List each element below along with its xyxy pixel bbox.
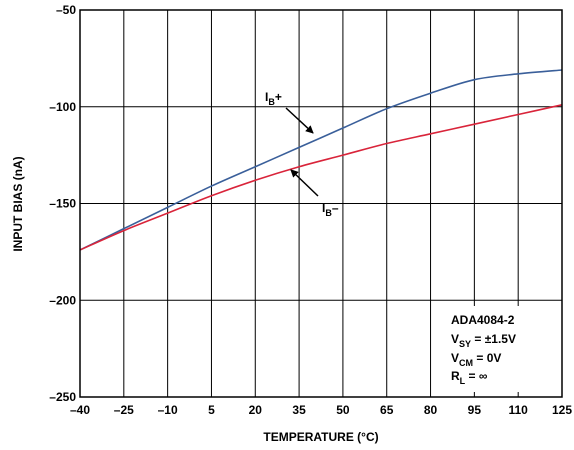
plot-frame: [79, 9, 563, 398]
y-tick-labels: –250 –200 –150 –100 –50: [49, 3, 76, 404]
ib-minus-label-sub: B: [325, 208, 332, 218]
ib-plus-label: IB+: [265, 90, 282, 107]
condition-device-main: ADA4084-2: [451, 313, 515, 327]
y-tick-label: –250: [49, 390, 76, 404]
ib-plus-label-suffix: +: [275, 90, 282, 104]
series-line-ib-plus: [79, 69, 563, 251]
condition-device: ADA4084-2: [451, 313, 515, 327]
condition-rl-sub: L: [460, 376, 466, 386]
series-lines: [79, 69, 563, 251]
condition-vcm-sub: CM: [459, 358, 473, 368]
conditions-text: ADA4084-2 VSY = ±1.5V VCM = 0V RL = ∞: [451, 313, 516, 386]
x-tick-label: 80: [424, 403, 438, 417]
ib-plus-label-sub: B: [268, 97, 275, 107]
y-tick-label: –50: [56, 3, 76, 17]
y-tick-label: –150: [49, 197, 76, 211]
y-axis-label: INPUT BIAS (nA): [11, 156, 25, 251]
ib-plus-label-main: I: [265, 90, 268, 104]
y-tick-label: –200: [49, 293, 76, 307]
condition-vsy-sub: SY: [459, 339, 471, 349]
x-tick-label: 50: [336, 403, 350, 417]
x-tick-label: 95: [468, 403, 482, 417]
ib-minus-label-suffix: –: [332, 201, 339, 215]
ib-minus-arrow: [290, 169, 319, 197]
condition-vcm-main: V: [451, 351, 459, 365]
series-line-ib-minus: [79, 104, 563, 251]
condition-rl-suffix: = ∞: [465, 369, 487, 383]
x-tick-label: 5: [208, 403, 215, 417]
x-tick-label: 35: [292, 403, 306, 417]
condition-vsy-suffix: = ±1.5V: [471, 332, 516, 346]
x-tick-label: 110: [509, 403, 529, 417]
x-axis-label: TEMPERATURE (°C): [263, 430, 378, 444]
condition-vsy: VSY = ±1.5V: [451, 332, 516, 349]
x-tick-label: 125: [552, 403, 572, 417]
condition-rl: RL = ∞: [451, 369, 487, 386]
condition-vsy-main: V: [451, 332, 459, 346]
ib-plus-arrow: [285, 107, 314, 134]
x-tick-labels: –40 –25 –10 5 20 35 50 65 80 95 110 125: [70, 403, 572, 417]
ib-minus-label: IB–: [322, 201, 339, 218]
y-tick-label: –100: [49, 100, 76, 114]
condition-rl-main: R: [451, 369, 460, 383]
x-tick-label: 65: [380, 403, 394, 417]
condition-vcm-suffix: = 0V: [473, 351, 501, 365]
x-tick-label: –25: [114, 403, 134, 417]
x-tick-label: –40: [70, 403, 90, 417]
condition-vcm: VCM = 0V: [451, 351, 501, 368]
x-tick-label: –10: [158, 403, 178, 417]
ib-minus-label-main: I: [322, 201, 325, 215]
conditions-box: [446, 306, 538, 392]
x-tick-label: 20: [249, 403, 263, 417]
